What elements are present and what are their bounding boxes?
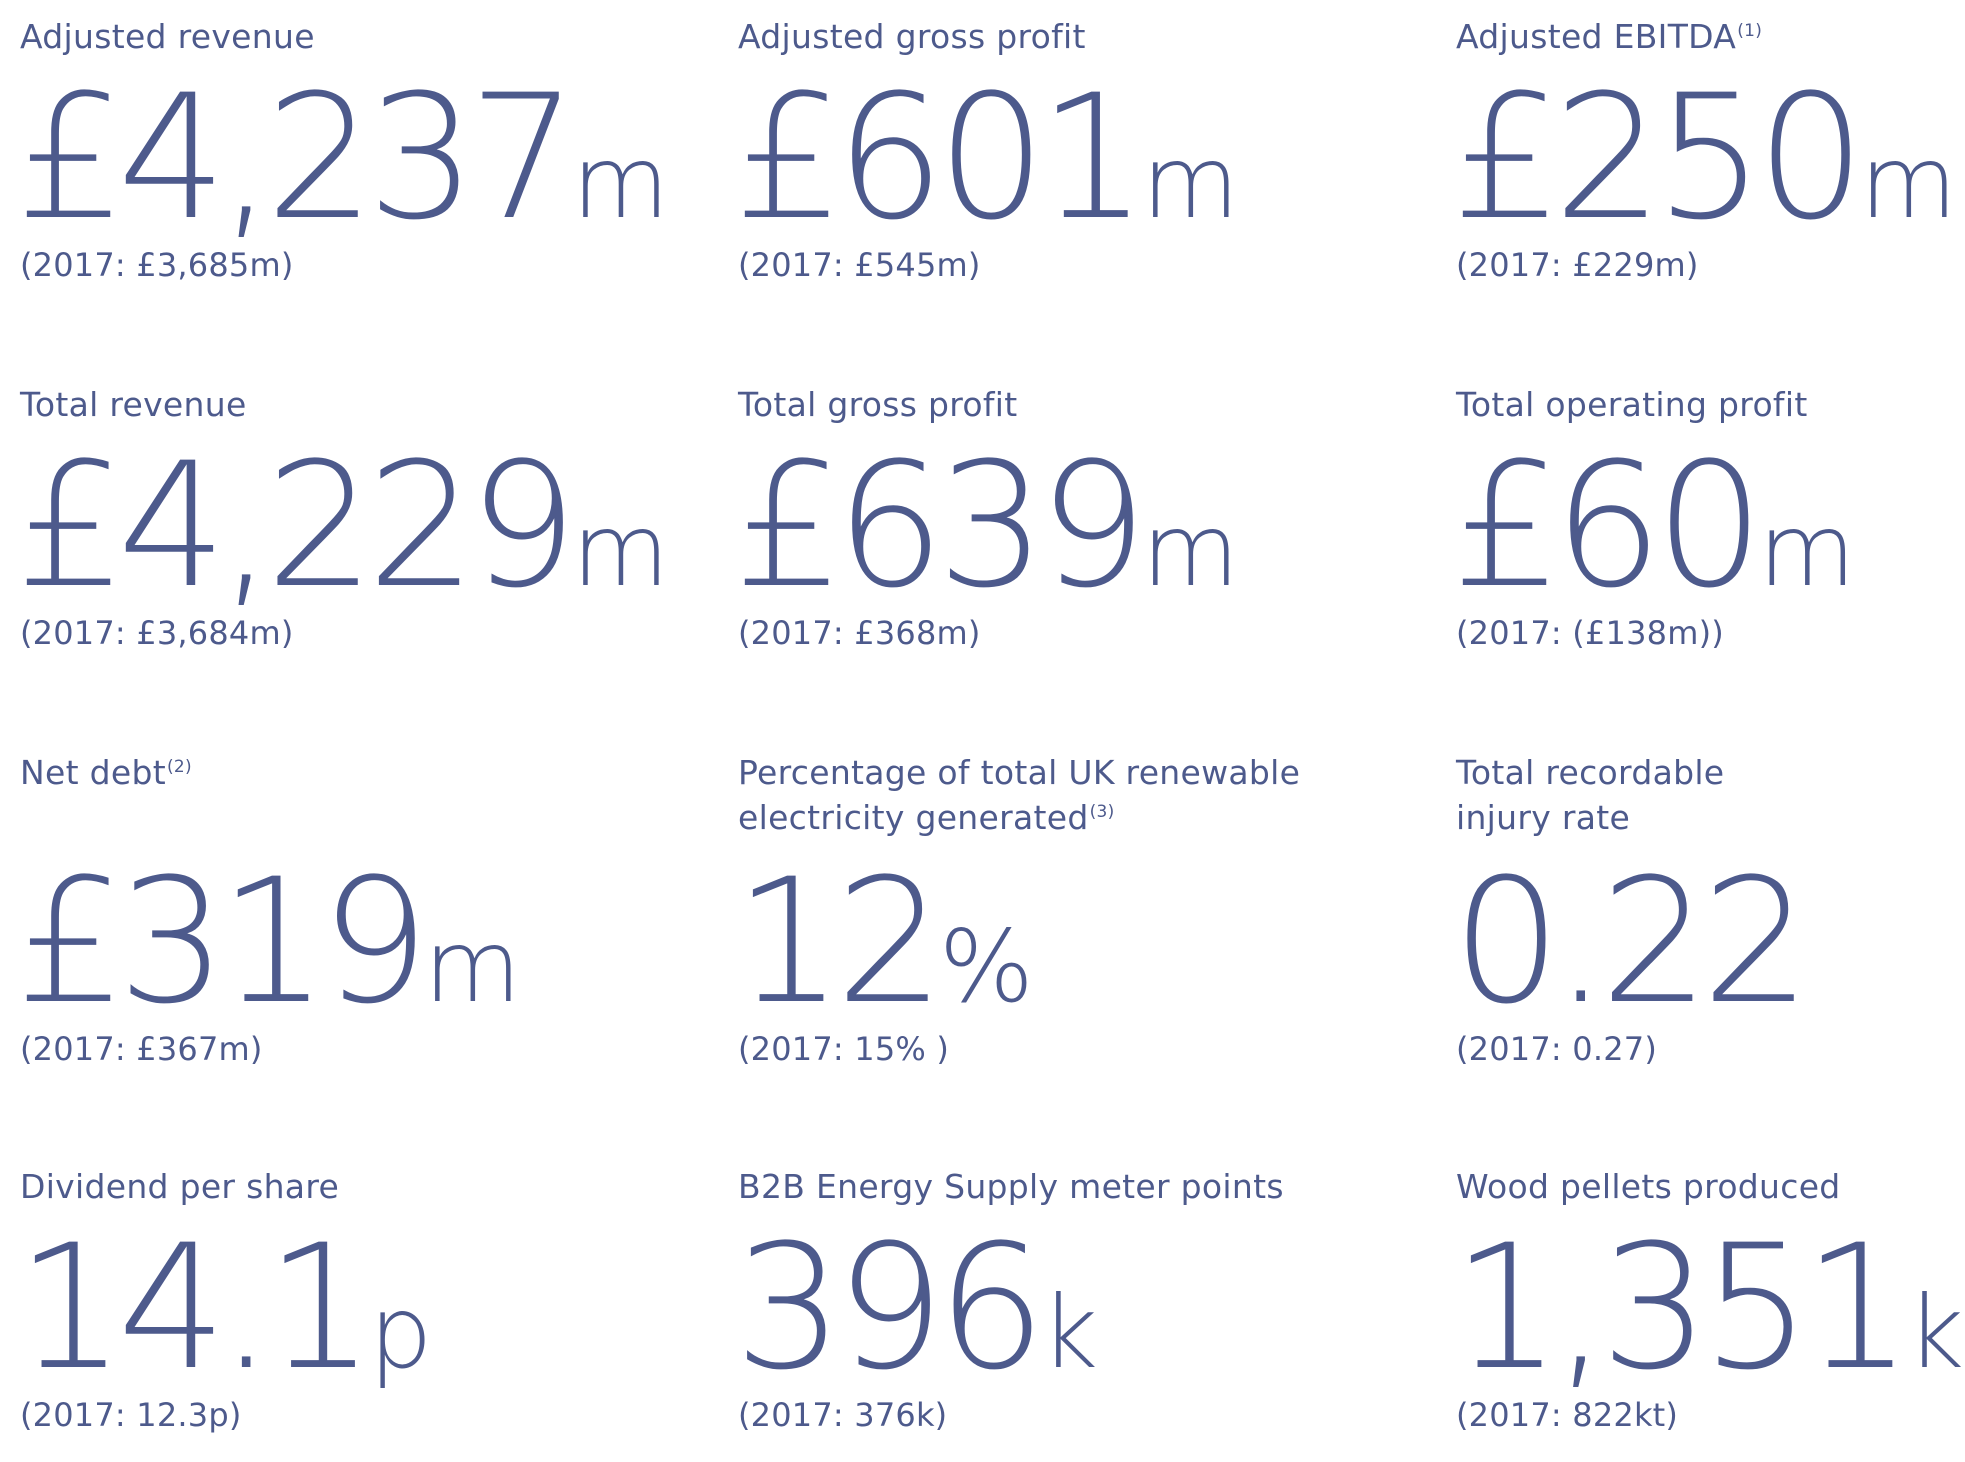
kpi-value: 12% <box>734 841 1034 1042</box>
kpi-uk-renewable-percentage: Percentage of total UK renewable electri… <box>734 750 1428 1068</box>
kpi-value: £60m <box>1452 425 1856 626</box>
kpi-prior-year: (2017: £368m) <box>738 614 981 652</box>
kpi-value: £601m <box>734 57 1240 258</box>
kpi-prior-year: (2017: 12.3p) <box>20 1396 242 1434</box>
kpi-total-revenue: Total revenue £4,229m (2017: £3,684m) <box>16 382 710 652</box>
kpi-label: Dividend per share <box>20 1167 340 1206</box>
kpi-adjusted-gross-profit: Adjusted gross profit £601m (2017: £545m… <box>734 14 1428 284</box>
kpi-prior-year: (2017: (£138m)) <box>1456 614 1724 652</box>
kpi-b2b-meter-points: B2B Energy Supply meter points 396k (201… <box>734 1164 1428 1434</box>
kpi-value: 396k <box>734 1207 1099 1408</box>
kpi-value: £4,229m <box>16 425 670 626</box>
kpi-label: Net debt(2) <box>20 753 192 792</box>
kpi-value: 14.1p <box>16 1207 433 1408</box>
kpi-wood-pellets-produced: Wood pellets produced 1,351kt (2017: 822… <box>1452 1164 1965 1434</box>
kpi-dividend-per-share: Dividend per share 14.1p (2017: 12.3p) <box>16 1164 710 1434</box>
kpi-prior-year: (2017: £367m) <box>20 1030 263 1068</box>
kpi-value: £4,237m <box>16 57 670 258</box>
kpi-value: £319m <box>16 841 522 1042</box>
kpi-total-operating-profit: Total operating profit £60m (2017: (£138… <box>1452 382 1965 652</box>
kpi-label: Wood pellets produced <box>1456 1167 1841 1206</box>
kpi-prior-year: (2017: £3,685m) <box>20 246 294 284</box>
kpi-label: Adjusted EBITDA(1) <box>1456 17 1763 56</box>
kpi-prior-year: (2017: £545m) <box>738 246 981 284</box>
kpi-total-recordable-injury-rate: Total recordable injury rate 0.22 (2017:… <box>1452 750 1965 1068</box>
kpi-value: £639m <box>734 425 1240 626</box>
kpi-label: Total recordable <box>1456 753 1725 792</box>
kpi-label: Total operating profit <box>1456 385 1808 424</box>
footnote-marker: (1) <box>1737 21 1763 41</box>
kpi-label-line-2: electricity generated(3) <box>738 798 1115 837</box>
kpi-adjusted-ebitda: Adjusted EBITDA(1) £250m (2017: £229m) <box>1452 14 1965 284</box>
kpi-label-line-2: injury rate <box>1456 798 1631 837</box>
kpi-label: Adjusted revenue <box>20 17 315 56</box>
kpi-label: B2B Energy Supply meter points <box>738 1167 1284 1206</box>
kpi-label: Percentage of total UK renewable <box>738 753 1301 792</box>
kpi-value: £250m <box>1452 57 1958 258</box>
kpi-value: 1,351kt <box>1452 1207 1965 1408</box>
kpi-adjusted-revenue: Adjusted revenue £4,237m (2017: £3,685m) <box>16 14 710 284</box>
kpi-value: 0.22 <box>1452 841 1811 1042</box>
kpi-prior-year: (2017: 376k) <box>738 1396 948 1434</box>
kpi-prior-year: (2017: 15% ) <box>738 1030 950 1068</box>
kpi-prior-year: (2017: 0.27) <box>1456 1030 1658 1068</box>
kpi-prior-year: (2017: £3,684m) <box>20 614 294 652</box>
kpi-prior-year: (2017: £229m) <box>1456 246 1699 284</box>
kpi-label: Total gross profit <box>738 385 1018 424</box>
kpi-prior-year: (2017: 822kt) <box>1456 1396 1679 1434</box>
kpi-label: Adjusted gross profit <box>738 17 1086 56</box>
footnote-marker: (3) <box>1089 802 1115 822</box>
footnote-marker: (2) <box>166 757 192 777</box>
kpi-total-gross-profit: Total gross profit £639m (2017: £368m) <box>734 382 1428 652</box>
kpi-label: Total revenue <box>20 385 247 424</box>
kpi-net-debt: Net debt(2) £319m (2017: £367m) <box>16 750 710 1068</box>
